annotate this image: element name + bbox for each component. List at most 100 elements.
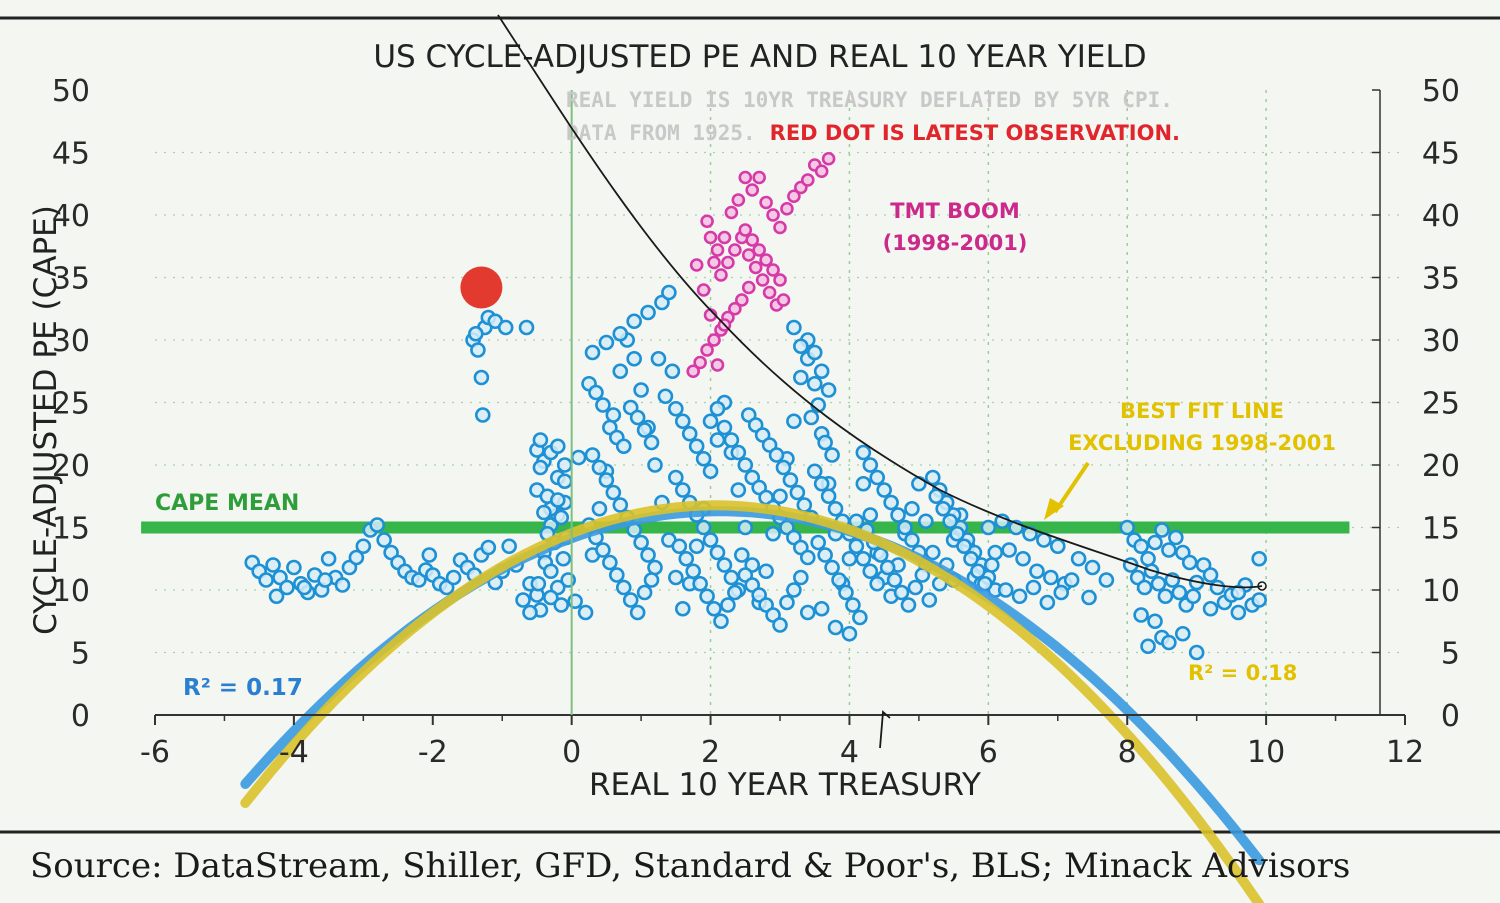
tmt-data-point: [776, 293, 791, 307]
data-point: [421, 547, 438, 563]
data-point: [921, 592, 938, 608]
data-point: [789, 484, 806, 501]
data-point: [602, 554, 618, 571]
data-point: [543, 563, 559, 580]
data-point: [640, 547, 656, 563]
data-point: [827, 500, 844, 517]
data-point: [643, 434, 660, 451]
data-point: [723, 432, 740, 448]
data-point: [598, 472, 615, 488]
data-point: [709, 544, 726, 561]
data-point: [577, 604, 594, 621]
data-point: [668, 569, 684, 586]
latest-observation-dot: [460, 266, 503, 309]
x-tick-label: -2: [418, 735, 448, 770]
data-point: [1133, 538, 1149, 555]
data-point: [612, 363, 629, 380]
data-point: [1119, 519, 1136, 536]
data-point: [468, 325, 484, 342]
data-point: [817, 434, 833, 451]
data-point: [657, 388, 674, 405]
data-point: [862, 507, 879, 523]
data-point: [924, 469, 941, 486]
data-point: [588, 384, 604, 401]
tmt-data-point: [745, 233, 760, 247]
data-point: [549, 492, 566, 508]
data-point: [713, 613, 729, 630]
tmt-data-point: [724, 205, 739, 220]
data-point: [900, 597, 917, 613]
data-point: [1157, 588, 1174, 605]
right-y-tick-label: 25: [1422, 387, 1460, 422]
data-point: [869, 469, 886, 486]
data-point: [699, 588, 715, 605]
data-point: [806, 463, 823, 480]
data-point: [984, 557, 1000, 573]
data-point: [799, 604, 816, 621]
data-point: [956, 538, 972, 555]
data-point: [730, 482, 747, 498]
data-point: [727, 584, 743, 601]
tmt-data-point: [814, 164, 829, 179]
tmt-data-point: [759, 195, 773, 210]
data-point: [536, 504, 552, 521]
data-point: [1133, 607, 1149, 623]
data-point: [1147, 613, 1163, 630]
tmt-data-point: [773, 273, 787, 287]
data-point: [890, 507, 906, 523]
data-point: [1140, 638, 1156, 655]
data-point: [1150, 575, 1167, 592]
hand-drawn-endpoint: [1257, 581, 1267, 591]
data-point: [709, 432, 726, 448]
tmt-data-point: [773, 220, 787, 235]
data-point: [591, 459, 608, 476]
data-point: [872, 547, 889, 563]
data-point: [688, 538, 705, 555]
y-axis-title: CYCLE-ADJUSTED PE (CAPE): [28, 205, 64, 635]
data-point: [647, 457, 663, 473]
data-point: [775, 459, 792, 476]
data-point: [1001, 542, 1017, 558]
data-point: [730, 444, 747, 461]
data-point: [695, 450, 712, 467]
data-point: [661, 284, 677, 301]
data-point: [629, 604, 646, 621]
tmt-data-point: [759, 253, 773, 267]
tmt-data-point: [780, 201, 794, 216]
data-point: [685, 563, 701, 580]
tmt-data-point: [755, 273, 770, 287]
data-point: [796, 497, 813, 513]
data-point: [1029, 563, 1045, 580]
data-point: [855, 444, 872, 461]
y-tick-label: 40: [52, 199, 90, 234]
data-point: [612, 325, 629, 342]
data-point: [501, 538, 517, 555]
data-point: [793, 369, 809, 386]
y-tick-label: 35: [52, 262, 90, 297]
tmt-data-point: [752, 170, 766, 185]
data-point: [688, 438, 705, 455]
data-point: [904, 500, 920, 517]
tmt-data-point: [717, 230, 732, 245]
y-tick-label: 10: [52, 574, 90, 609]
y-tick-label: 5: [71, 637, 90, 672]
data-point: [320, 550, 337, 567]
data-point: [555, 550, 572, 567]
tmt-data-point: [700, 343, 714, 357]
tmt-label-1: TMT BOOM: [890, 199, 1019, 223]
cape-mean-label: CAPE MEAN: [155, 491, 299, 516]
data-point: [924, 544, 941, 561]
data-point: [1136, 579, 1153, 596]
data-point: [570, 449, 587, 466]
data-point: [911, 475, 927, 492]
data-point: [553, 509, 570, 526]
data-point: [862, 563, 879, 580]
data-point: [286, 559, 302, 576]
data-point: [1168, 529, 1184, 546]
tmt-data-point: [741, 280, 756, 295]
tmt-data-point: [700, 214, 714, 229]
x-tick-label: -4: [279, 735, 309, 770]
data-point: [1230, 584, 1247, 601]
tmt-data-point: [689, 258, 704, 272]
data-point: [615, 579, 632, 596]
